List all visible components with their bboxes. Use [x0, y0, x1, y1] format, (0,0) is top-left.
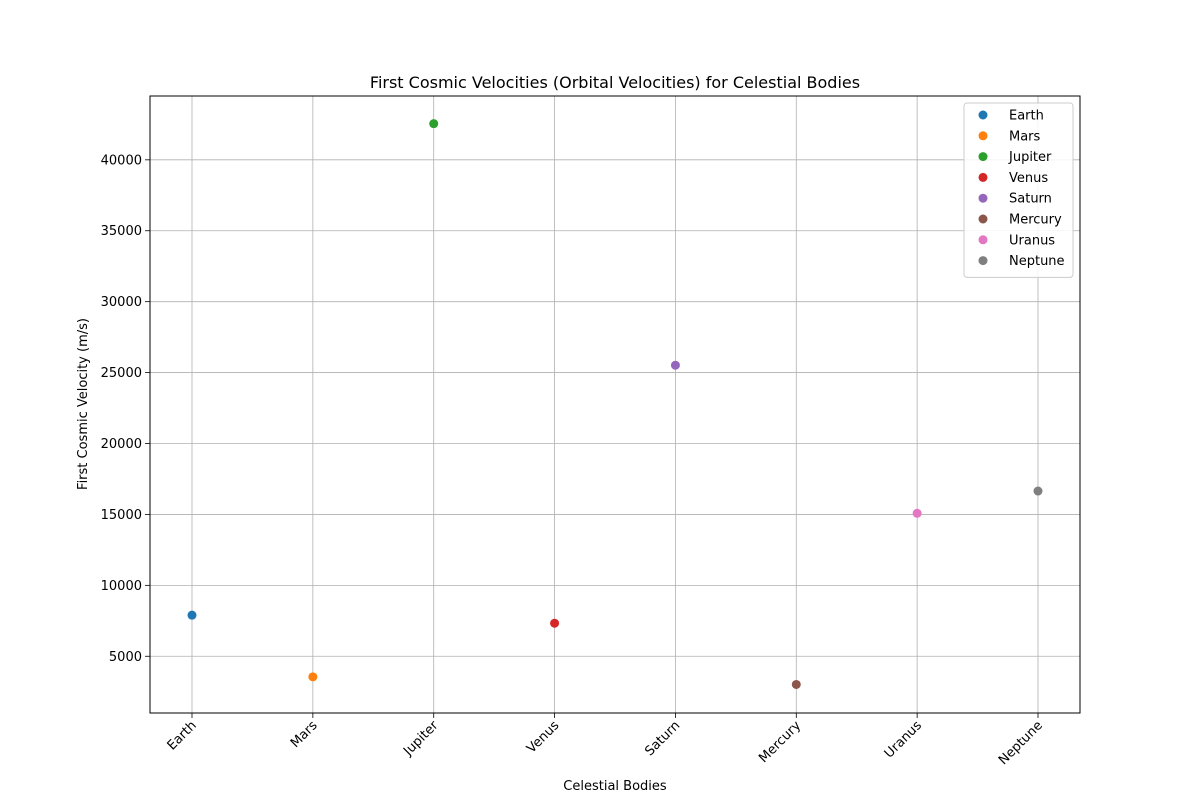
x-axis-label: Celestial Bodies [563, 779, 667, 794]
data-points [187, 119, 1043, 689]
y-tick-label: 5000 [109, 650, 142, 665]
legend: Earth Mars Jupiter Venus Saturn Mercury Uranus… [963, 102, 1074, 278]
data-point-venus [550, 618, 560, 628]
data-point-neptune [1033, 486, 1043, 496]
x-tick-label: Mars [288, 718, 321, 751]
y-tick-label: 10000 [101, 579, 142, 594]
legend-marker [978, 193, 988, 203]
y-tick-label: 35000 [101, 224, 142, 239]
x-tick-label: Saturn [642, 718, 683, 759]
legend-label: Mars [1009, 129, 1041, 144]
data-point-jupiter [429, 119, 439, 129]
legend-marker [978, 214, 988, 224]
legend-box [963, 102, 1074, 278]
data-point-uranus [912, 508, 922, 518]
axis-ticks: Earth Mars Jupiter Venus Saturn Mercury Uranus… [101, 153, 1046, 768]
legend-label: Saturn [1009, 192, 1052, 207]
legend-label: Neptune [1009, 254, 1065, 269]
legend-label: Mercury [1009, 213, 1062, 228]
legend-label: Venus [1009, 171, 1048, 186]
grid [150, 96, 1080, 713]
legend-label: Earth [1009, 109, 1044, 124]
legend-marker [978, 256, 988, 266]
legend-label: Jupiter [1008, 150, 1052, 165]
data-point-earth [187, 610, 197, 620]
data-point-mars [308, 672, 318, 682]
legend-marker [978, 172, 988, 182]
legend-label: Uranus [1009, 233, 1055, 248]
legend-marker [978, 235, 988, 245]
y-tick-label: 20000 [101, 437, 142, 452]
x-tick-label: Mercury [756, 718, 804, 766]
legend-marker [978, 110, 988, 120]
x-tick-label: Neptune [996, 718, 1046, 768]
y-tick-label: 25000 [101, 366, 142, 381]
data-point-mercury [791, 679, 801, 689]
x-tick-label: Jupiter [400, 718, 442, 760]
y-tick-label: 40000 [101, 153, 142, 168]
chart-title: First Cosmic Velocities (Orbital Velocit… [370, 73, 860, 92]
x-tick-label: Earth [165, 718, 200, 753]
y-tick-label: 15000 [101, 508, 142, 523]
legend-marker [978, 131, 988, 141]
x-tick-label: Uranus [882, 718, 925, 761]
y-tick-label: 30000 [101, 295, 142, 310]
y-axis-label: First Cosmic Velocity (m/s) [76, 318, 91, 490]
legend-marker [978, 152, 988, 162]
plot-area-frame [149, 95, 1081, 714]
x-tick-label: Venus [524, 718, 562, 756]
data-point-saturn [670, 360, 680, 370]
